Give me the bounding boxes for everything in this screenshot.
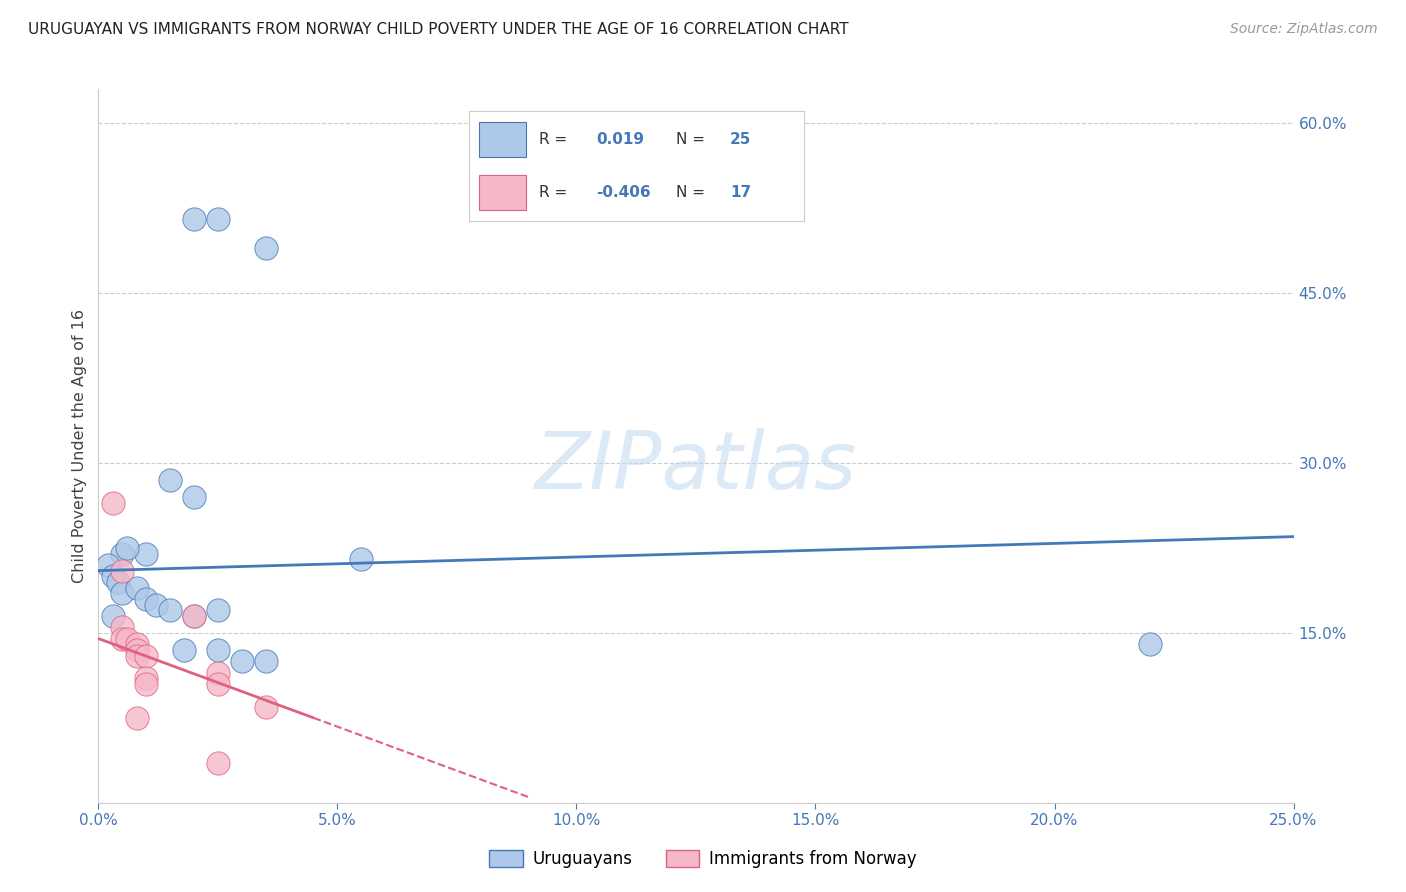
Point: [125, 648, 148, 663]
Point: [111, 620, 134, 634]
Point: [135, 648, 157, 663]
Point: [254, 241, 277, 255]
Point: [145, 598, 167, 612]
Point: [111, 564, 134, 578]
Point: [183, 608, 205, 623]
Text: ZIPatlas: ZIPatlas: [534, 428, 858, 507]
Point: [135, 677, 157, 691]
Point: [207, 756, 229, 771]
Point: [135, 591, 157, 606]
Point: [125, 643, 148, 657]
Point: [101, 569, 124, 583]
Point: [207, 212, 229, 227]
Point: [159, 473, 181, 487]
Point: [183, 608, 205, 623]
Point: [135, 547, 157, 561]
Point: [125, 637, 148, 651]
Y-axis label: Child Poverty Under the Age of 16: Child Poverty Under the Age of 16: [72, 309, 87, 583]
Point: [111, 547, 134, 561]
Point: [115, 632, 138, 646]
Point: [111, 632, 134, 646]
Point: [254, 654, 277, 668]
Point: [107, 574, 129, 589]
Legend: Uruguayans, Immigrants from Norway: Uruguayans, Immigrants from Norway: [482, 843, 924, 875]
Point: [97, 558, 120, 572]
Point: [254, 699, 277, 714]
Point: [207, 603, 229, 617]
Point: [125, 581, 148, 595]
Point: [135, 671, 157, 685]
Point: [115, 541, 138, 555]
Point: [173, 643, 195, 657]
Point: [350, 552, 373, 566]
Point: [1139, 637, 1161, 651]
Point: [125, 711, 148, 725]
Point: [207, 665, 229, 680]
Point: [111, 586, 134, 600]
Point: [231, 654, 253, 668]
Point: [101, 495, 124, 509]
Text: URUGUAYAN VS IMMIGRANTS FROM NORWAY CHILD POVERTY UNDER THE AGE OF 16 CORRELATIO: URUGUAYAN VS IMMIGRANTS FROM NORWAY CHIL…: [28, 22, 849, 37]
Point: [159, 603, 181, 617]
Point: [207, 677, 229, 691]
Point: [101, 608, 124, 623]
Text: Source: ZipAtlas.com: Source: ZipAtlas.com: [1230, 22, 1378, 37]
Point: [183, 490, 205, 504]
Point: [183, 212, 205, 227]
Point: [207, 643, 229, 657]
